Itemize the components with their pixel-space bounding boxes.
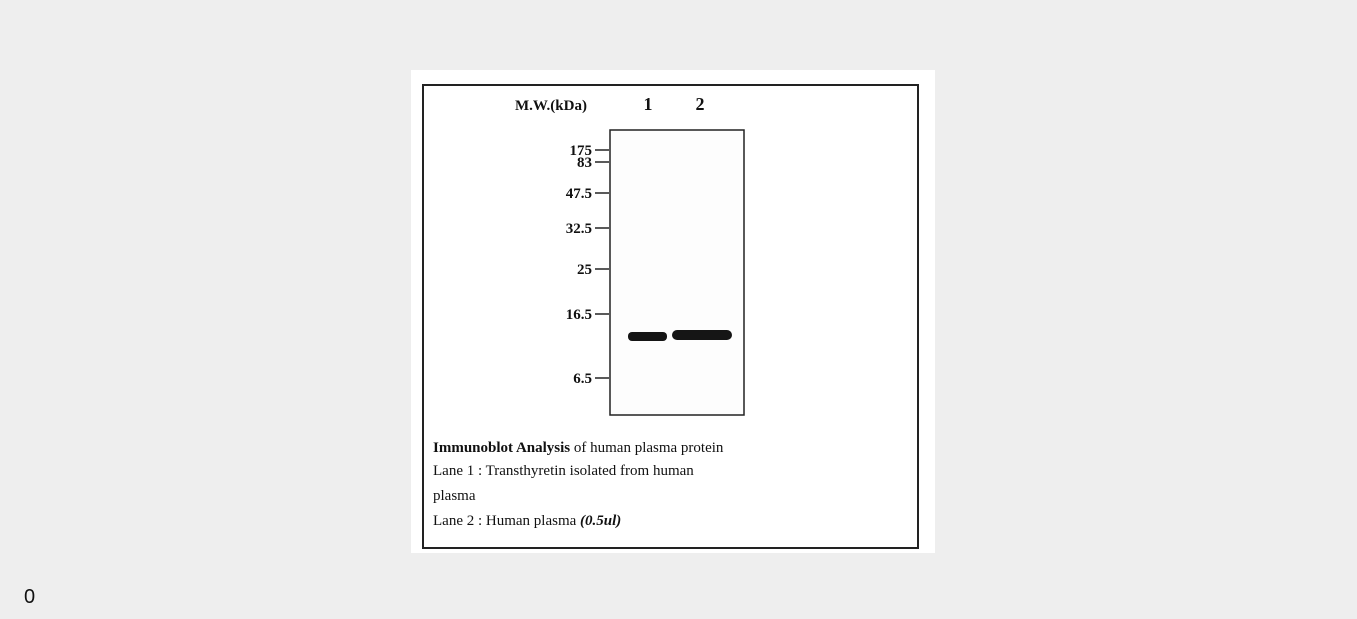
marker-label: 6.5 bbox=[573, 371, 592, 387]
caption-line: Lane 2 : Human plasma (0.5ul) bbox=[433, 513, 621, 529]
marker-label: 25 bbox=[577, 262, 592, 278]
caption-line: plasma bbox=[433, 488, 476, 504]
caption-bold: Immunoblot Analysis bbox=[433, 440, 570, 456]
mw-label: M.W.(kDa) bbox=[515, 98, 587, 114]
lane-label: 2 bbox=[696, 94, 705, 114]
caption-line: Immunoblot Analysis of human plasma prot… bbox=[433, 440, 724, 456]
caption-text: of human plasma protein bbox=[570, 440, 724, 456]
marker-label: 32.5 bbox=[566, 221, 592, 237]
marker-label: 47.5 bbox=[566, 186, 592, 202]
marker-label: 16.5 bbox=[566, 307, 592, 323]
lane-label: 1 bbox=[644, 94, 653, 114]
caption-line: Lane 1 : Transthyretin isolated from hum… bbox=[433, 463, 694, 479]
band bbox=[628, 332, 667, 341]
marker-label: 83 bbox=[577, 155, 592, 171]
page: M.W.(kDa) 1 2 Immunoblot Analysis of hum… bbox=[0, 0, 1357, 619]
figure-image: M.W.(kDa) 1 2 Immunoblot Analysis of hum… bbox=[411, 70, 935, 553]
caption-italic: (0.5ul) bbox=[580, 513, 621, 529]
blot-membrane bbox=[610, 130, 744, 415]
band bbox=[672, 330, 732, 340]
footer-text: 0 bbox=[24, 586, 35, 609]
blot-figure: M.W.(kDa) 1 2 Immunoblot Analysis of hum… bbox=[411, 70, 935, 553]
caption-text: Lane 2 : Human plasma bbox=[433, 513, 580, 529]
